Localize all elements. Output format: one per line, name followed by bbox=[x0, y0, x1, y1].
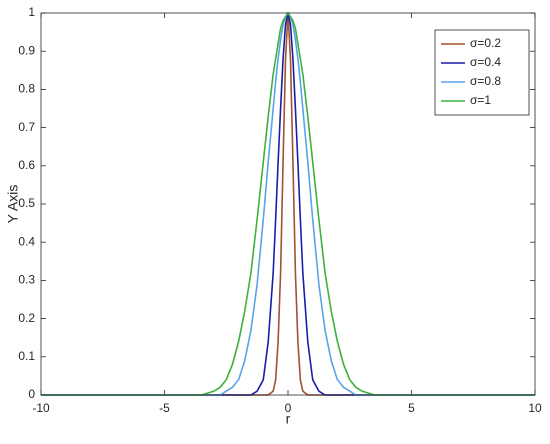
legend-label: σ=0.8 bbox=[470, 74, 501, 88]
x-tick-label: 0 bbox=[285, 401, 292, 415]
x-tick-label: 10 bbox=[528, 401, 542, 415]
y-tick-label: 0.4 bbox=[18, 234, 35, 248]
y-tick-label: 0.3 bbox=[18, 273, 35, 287]
y-tick-label: 0.1 bbox=[18, 349, 35, 363]
y-tick-label: 0.2 bbox=[18, 311, 35, 325]
x-tick-label: -10 bbox=[32, 401, 50, 415]
plot-frame bbox=[40, 12, 536, 396]
y-tick-label: 0 bbox=[28, 387, 35, 401]
x-tick-label: 5 bbox=[408, 401, 415, 415]
y-tick-label: 0.6 bbox=[18, 158, 35, 172]
legend-label: σ=0.2 bbox=[470, 36, 501, 50]
x-tick-label: -5 bbox=[159, 401, 170, 415]
legend-label: σ=0.4 bbox=[470, 55, 501, 69]
x-axis-label: r bbox=[286, 411, 291, 427]
y-tick-label: 0.8 bbox=[18, 82, 35, 96]
y-tick-label: 0.9 bbox=[18, 43, 35, 57]
y-tick-label: 0.7 bbox=[18, 120, 35, 134]
y-tick-label: 1 bbox=[28, 5, 35, 19]
y-axis-label: Y Axis bbox=[5, 185, 21, 224]
y-tick-label: 0.5 bbox=[18, 196, 35, 210]
legend-label: σ=1 bbox=[470, 93, 491, 107]
